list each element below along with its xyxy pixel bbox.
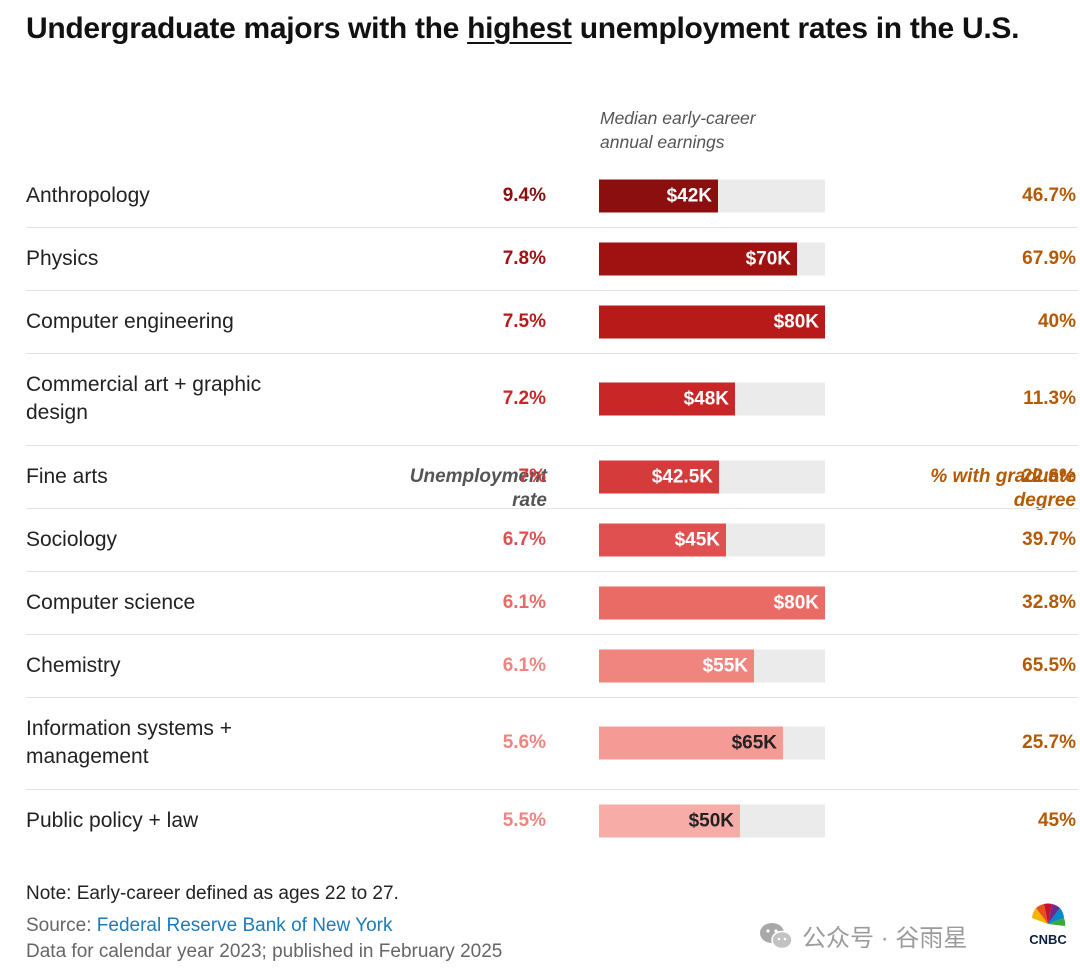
table-row: Fine arts 7% $42.5K 22.6% — [26, 445, 1078, 509]
peacock-icon — [1032, 903, 1066, 926]
major-name: Physics — [26, 246, 99, 270]
earnings-bar-track: $48K — [599, 382, 825, 416]
earnings-label: $80K — [773, 311, 819, 332]
earnings-label: $80K — [773, 592, 819, 613]
major-name: Public policy + law — [26, 808, 199, 832]
earnings-bar-track: $65K — [599, 726, 825, 760]
major-name: Anthropology — [26, 183, 150, 207]
graduate-degree-share: 67.9% — [1022, 247, 1076, 269]
major-name: Computer science — [26, 590, 196, 614]
earnings-bar — [599, 804, 740, 837]
column-header-earnings: Median early-career annual earnings — [600, 106, 820, 154]
earnings-bar-track: $80K — [599, 586, 825, 619]
unemployment-rate: 7.5% — [502, 310, 546, 332]
unemployment-rate: 6.1% — [502, 591, 546, 613]
earnings-bar-track: $42.5K — [599, 460, 825, 493]
table-row: Computer science 6.1% $80K 32.8% — [26, 571, 1078, 635]
earnings-bar — [599, 460, 719, 493]
title-emphasis: highest — [467, 12, 572, 45]
wechat-icon — [760, 922, 793, 949]
table-row: Commercial art + graphic design 7.2% $48K 1… — [26, 353, 1078, 446]
earnings-bar — [599, 382, 735, 416]
earnings-bar — [599, 523, 726, 556]
earnings-bar — [599, 649, 754, 682]
table-row: Anthropology 9.4% $42K 46.7% — [26, 164, 1078, 228]
unemployment-rate: 5.5% — [502, 809, 546, 831]
column-header-earnings-line2: annual earnings — [600, 132, 725, 152]
earnings-bar — [599, 586, 825, 619]
graduate-degree-share: 46.7% — [1022, 184, 1076, 206]
column-header-grad: % with graduate degree — [880, 465, 1076, 513]
footnote: Note: Early-career defined as ages 22 to… — [26, 883, 399, 904]
earnings-label: $50K — [688, 810, 734, 831]
earnings-label: $70K — [745, 248, 791, 269]
major-name: Commercial art + graphic design — [26, 373, 262, 424]
earnings-label: $42.5K — [651, 466, 713, 487]
major-name: Information systems + management — [26, 717, 232, 768]
earnings-bar-track: $55K — [599, 649, 825, 682]
earnings-bar — [599, 726, 783, 760]
earnings-bar — [599, 305, 825, 338]
column-header-grad-line1: % with graduate — [930, 465, 1076, 487]
major-name: Sociology — [26, 527, 118, 551]
graduate-degree-share: 32.8% — [1022, 591, 1076, 613]
chart-title: Undergraduate majors with the highest un… — [26, 12, 1019, 46]
column-header-rate-line2: rate — [512, 489, 547, 511]
earnings-label: $48K — [683, 388, 729, 410]
title-text-before: Undergraduate majors with the — [26, 12, 468, 45]
unemployment-rate: 6.1% — [502, 654, 546, 676]
column-header-rate-line1: Unemployment — [409, 465, 547, 487]
earnings-label: $55K — [702, 655, 748, 676]
table-row: Information systems + management 5.6% $65K… — [26, 697, 1078, 790]
graduate-degree-share: 65.5% — [1022, 654, 1076, 676]
graduate-degree-share: 40% — [1037, 310, 1076, 332]
source-line: Source: Federal Reserve Bank of New York — [26, 915, 392, 937]
source-link[interactable]: Federal Reserve Bank of New York — [96, 915, 393, 936]
major-name: Fine arts — [26, 464, 108, 488]
column-header-grad-line2: degree — [1013, 489, 1076, 511]
table-row: Sociology 6.7% $45K 39.7% — [26, 508, 1078, 572]
table-row: Chemistry 6.1% $55K 65.5% — [26, 634, 1078, 698]
title-text-after: unemployment rates in the U.S. — [571, 12, 1020, 45]
table-row: Computer engineering 7.5% $80K 40% — [26, 290, 1078, 354]
watermark: 公众号 · 谷雨星 — [758, 918, 967, 953]
earnings-bar-track: $45K — [599, 523, 825, 556]
graduate-degree-share: 11.3% — [1023, 388, 1076, 409]
earnings-bar-track: $80K — [599, 305, 825, 338]
major-name: Computer engineering — [26, 309, 234, 333]
earnings-bar-track: $42K — [599, 179, 825, 212]
major-name: Chemistry — [26, 653, 121, 677]
data-note: Data for calendar year 2023; published i… — [26, 941, 503, 962]
source-prefix: Source: — [26, 915, 97, 936]
earnings-bar-track: $50K — [599, 804, 825, 837]
unemployment-rate: 5.6% — [502, 732, 546, 753]
unemployment-rate: 6.7% — [502, 528, 546, 550]
unemployment-rate: 7% — [518, 465, 546, 487]
earnings-bar — [599, 242, 797, 275]
graduate-degree-share: 25.7% — [1022, 732, 1076, 753]
table-row: Public policy + law 5.5% $50K 45% — [26, 789, 1078, 852]
column-header-earnings-line1: Median early-career — [600, 108, 756, 128]
unemployment-rate: 7.8% — [502, 247, 546, 269]
earnings-bar — [599, 179, 718, 212]
watermark-text: 公众号 · 谷雨星 — [802, 925, 968, 952]
graduate-degree-share: 22.6% — [1022, 465, 1076, 487]
earnings-label: $65K — [731, 732, 777, 754]
column-header-rate: Unemployment rate — [380, 465, 547, 513]
unemployment-rate: 7.2% — [502, 388, 546, 409]
unemployment-rate: 9.4% — [502, 184, 546, 206]
graduate-degree-share: 45% — [1037, 809, 1076, 831]
earnings-label: $45K — [674, 529, 720, 550]
cnbc-logo: CNBC — [1029, 903, 1067, 947]
graduate-degree-share: 39.7% — [1022, 528, 1076, 550]
cnbc-wordmark: CNBC — [1029, 932, 1067, 947]
table-row: Physics 7.8% $70K 67.9% — [26, 227, 1078, 291]
earnings-bar-track: $70K — [599, 242, 825, 275]
earnings-label: $42K — [666, 185, 712, 206]
